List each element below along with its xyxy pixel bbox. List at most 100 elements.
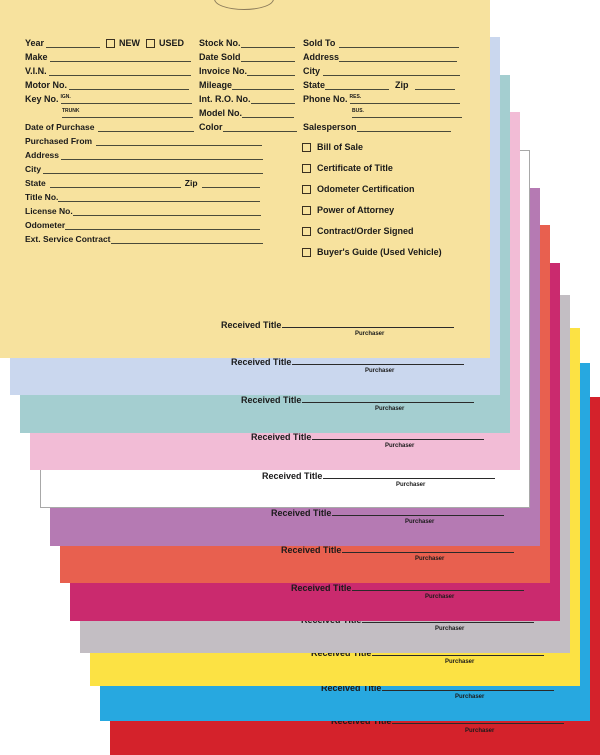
model-no-label: Model No. xyxy=(199,108,242,118)
city-row: City xyxy=(25,163,264,174)
salesperson-field[interactable] xyxy=(356,123,451,132)
motor-no-label: Motor No. xyxy=(25,80,67,90)
date-of-purchase-row: Date of Purchase xyxy=(25,121,195,132)
received-title-label: Received Title xyxy=(291,583,352,593)
ext-service-contract-field[interactable] xyxy=(110,235,263,244)
checklist-item[interactable]: Odometer Certification xyxy=(302,184,415,194)
received-title-line[interactable] xyxy=(312,439,485,440)
key-trunk-field[interactable]: TRUNK xyxy=(62,108,193,118)
make-field[interactable] xyxy=(49,53,191,62)
used-checkbox[interactable] xyxy=(146,39,156,48)
state2-zip2-row: State Zip xyxy=(303,79,455,90)
received-title-line[interactable] xyxy=(282,327,455,328)
int-ro-no-field[interactable] xyxy=(250,95,295,104)
phone-res-row: Phone No. RES. xyxy=(303,93,460,104)
state-zip-row: State Zip xyxy=(25,177,260,188)
stock-no-row: Stock No. xyxy=(199,37,295,48)
checkbox[interactable] xyxy=(302,247,311,257)
purchased-from-label: Purchased From xyxy=(25,136,93,146)
invoice-no-field[interactable] xyxy=(247,67,296,76)
checklist-label: Certificate of Title xyxy=(317,163,393,173)
state2-field[interactable] xyxy=(325,81,390,90)
purchaser-caption: Purchaser xyxy=(375,406,405,412)
date-of-purchase-field[interactable] xyxy=(98,123,195,132)
key-ign-field[interactable]: IGN. xyxy=(60,94,192,104)
date-sold-field[interactable] xyxy=(240,53,295,62)
checkbox[interactable] xyxy=(302,226,311,236)
address-field[interactable] xyxy=(61,151,264,160)
stock-no-label: Stock No. xyxy=(199,38,241,48)
new-checkbox[interactable] xyxy=(106,39,116,48)
city-field[interactable] xyxy=(43,165,264,174)
received-title-field: Received Title xyxy=(331,716,565,726)
odometer-row: Odometer xyxy=(25,219,261,230)
zip2-label: Zip xyxy=(395,80,409,90)
checklist-item[interactable]: Bill of Sale xyxy=(302,142,363,152)
title-no-field[interactable] xyxy=(58,193,261,202)
city2-row: City xyxy=(303,65,461,76)
purchaser-caption: Purchaser xyxy=(415,556,445,562)
phone-res-field[interactable]: RES. xyxy=(349,94,460,104)
phone-bus-field[interactable]: BUS. xyxy=(352,108,462,118)
license-no-field[interactable] xyxy=(72,207,261,216)
title-no-row: Title No. xyxy=(25,191,261,202)
checklist-label: Buyer's Guide (Used Vehicle) xyxy=(317,247,442,257)
checklist-item[interactable]: Power of Attorney xyxy=(302,205,394,215)
received-title-line[interactable] xyxy=(342,552,515,553)
received-title-field: Received Title xyxy=(231,357,465,367)
license-no-label: License No. xyxy=(25,206,73,216)
res-label: RES. xyxy=(349,94,362,100)
mileage-label: Mileage xyxy=(199,80,233,90)
sold-to-field[interactable] xyxy=(339,39,460,48)
purchaser-caption: Purchaser xyxy=(455,694,485,700)
received-title-field: Received Title xyxy=(311,648,545,658)
address2-field[interactable] xyxy=(339,53,458,62)
received-title-line[interactable] xyxy=(302,402,475,403)
purchased-from-field[interactable] xyxy=(96,137,263,146)
received-title-line[interactable] xyxy=(332,515,505,516)
year-field[interactable] xyxy=(46,39,101,48)
received-title-line[interactable] xyxy=(292,364,465,365)
city2-field[interactable] xyxy=(323,67,461,76)
motor-no-field[interactable] xyxy=(69,81,189,90)
color-field[interactable] xyxy=(222,123,297,132)
mileage-field[interactable] xyxy=(232,81,295,90)
checkbox[interactable] xyxy=(302,142,311,152)
state2-label: State xyxy=(303,80,326,90)
odometer-label: Odometer xyxy=(25,220,66,230)
zip2-field[interactable] xyxy=(414,81,455,90)
title-no-label: Title No. xyxy=(25,192,59,202)
license-no-row: License No. xyxy=(25,205,261,216)
checklist-item[interactable]: Contract/Order Signed xyxy=(302,226,414,236)
received-title-label: Received Title xyxy=(271,508,332,518)
purchaser-caption: Purchaser xyxy=(385,443,415,449)
received-title-line[interactable] xyxy=(392,723,565,724)
zip-field[interactable] xyxy=(201,179,260,188)
odometer-field[interactable] xyxy=(65,221,261,230)
received-title-label: Received Title xyxy=(221,320,282,330)
date-sold-row: Date Sold xyxy=(199,51,295,62)
received-title-line[interactable] xyxy=(372,655,545,656)
received-title-line[interactable] xyxy=(362,622,535,623)
received-title-label: Received Title xyxy=(251,432,312,442)
received-title-field: Received Title xyxy=(281,545,515,555)
checkbox[interactable] xyxy=(302,205,311,215)
salesperson-label: Salesperson xyxy=(303,122,357,132)
checklist-item[interactable]: Buyer's Guide (Used Vehicle) xyxy=(302,247,442,257)
state-field[interactable] xyxy=(49,179,181,188)
checklist-label: Bill of Sale xyxy=(317,142,364,152)
received-title-label: Received Title xyxy=(231,357,292,367)
checklist-label: Contract/Order Signed xyxy=(317,226,414,236)
received-title-line[interactable] xyxy=(352,590,525,591)
checklist-item[interactable]: Certificate of Title xyxy=(302,163,393,173)
checkbox[interactable] xyxy=(302,184,311,194)
vin-field[interactable] xyxy=(48,67,191,76)
checkbox[interactable] xyxy=(302,163,311,173)
invoice-no-label: Invoice No. xyxy=(199,66,248,76)
model-no-field[interactable] xyxy=(242,109,294,118)
received-title-line[interactable] xyxy=(323,478,496,479)
date-of-purchase-label: Date of Purchase xyxy=(25,122,95,132)
received-title-line[interactable] xyxy=(382,690,555,691)
received-title-field: Received Title xyxy=(271,508,505,518)
stock-no-field[interactable] xyxy=(240,39,295,48)
